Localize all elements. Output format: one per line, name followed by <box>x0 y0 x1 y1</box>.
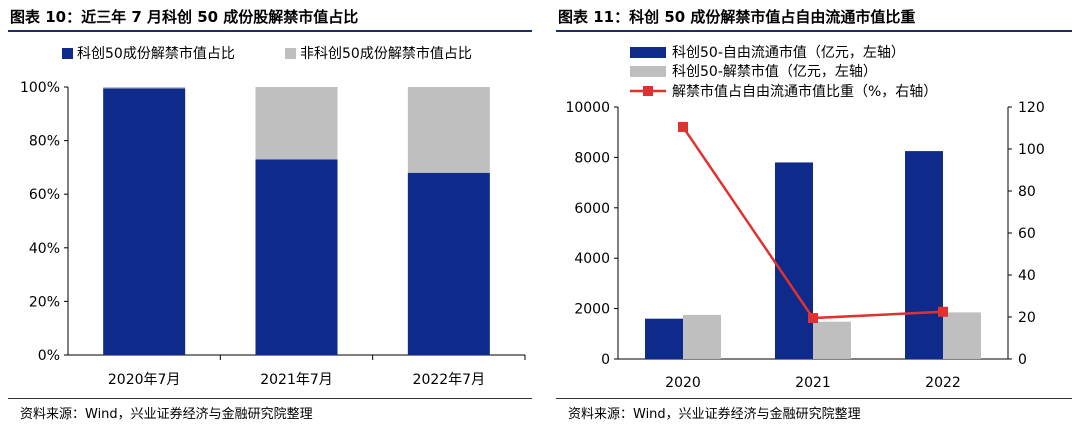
left-legend-swatch <box>62 48 73 59</box>
right-combo-chart: 0 2000 4000 6000 8000 10000 0 20 40 60 80 100 120 202… <box>565 44 1045 391</box>
right-source-rule <box>556 398 1072 399</box>
left-stacked-bar-chart: 0% 20% 40% 60% 80% 100% 2020年7月 2021年7月 2022年7月 科… <box>20 45 526 388</box>
left-chart-panel: 图表 10：近三年 7 月科创 50 成份股解禁市值占比 0% 20% 40% 60%… <box>8 8 532 422</box>
right-bar-free-float-cap <box>775 162 813 359</box>
right-legend-marker-ratio <box>643 86 653 96</box>
left-bar-kechuang50 <box>103 88 186 355</box>
right-line-marker <box>678 121 688 132</box>
right-right-y-tick-label: 40 <box>1018 268 1036 284</box>
right-left-y-tick-label: 6000 <box>574 201 610 217</box>
right-right-y-tick-label: 80 <box>1018 184 1036 200</box>
right-bar-unlock-cap <box>943 312 981 359</box>
right-legend-label: 科创50-自由流通市值（亿元，左轴） <box>672 44 905 61</box>
left-bar-kechuang50 <box>255 159 338 355</box>
right-right-y-tick-label: 0 <box>1018 352 1027 368</box>
right-left-y-tick-label: 4000 <box>574 251 610 267</box>
left-x-tick-label: 2022年7月 <box>413 372 486 388</box>
left-source-note: 资料来源：Wind，兴业证券经济与金融研究院整理 <box>20 407 313 422</box>
left-y-tick-label: 20% <box>29 294 60 310</box>
right-right-y-tick-label: 120 <box>1018 100 1045 116</box>
right-left-y-tick-label: 8000 <box>574 150 610 166</box>
right-bar-unlock-cap <box>683 314 721 359</box>
right-x-tick-label: 2020 <box>665 375 701 391</box>
left-x-tick-label: 2020年7月 <box>108 372 181 388</box>
left-bar-non-kechuang50 <box>255 87 338 160</box>
right-left-y-tick-label: 10000 <box>565 100 610 116</box>
right-bar-free-float-cap <box>645 318 683 359</box>
right-x-tick-label: 2021 <box>795 375 831 391</box>
right-right-y-tick-label: 60 <box>1018 226 1036 242</box>
left-y-tick-label: 80% <box>29 134 60 150</box>
right-left-y-tick-label: 0 <box>601 352 610 368</box>
left-legend-label: 科创50成份解禁市值占比 <box>77 45 235 62</box>
left-y-tick-label: 100% <box>20 80 60 96</box>
left-y-tick-label: 0% <box>38 348 60 364</box>
right-x-tick-label: 2022 <box>925 375 961 391</box>
left-y-tick-label: 60% <box>29 187 60 203</box>
left-bar-non-kechuang50 <box>103 87 186 89</box>
left-legend-label: 非科创50成份解禁市值占比 <box>300 45 472 62</box>
right-legend-swatch-unlock <box>630 66 666 77</box>
left-bar-non-kechuang50 <box>407 87 490 173</box>
right-legend-label: 科创50-解禁市值（亿元，左轴） <box>672 63 877 80</box>
left-legend-swatch <box>285 48 296 59</box>
right-title-rule <box>556 30 1072 32</box>
left-bar-kechuang50 <box>407 172 490 355</box>
left-x-tick-label: 2021年7月 <box>260 372 333 388</box>
left-source-rule <box>8 398 532 399</box>
right-chart-title: 图表 11：科创 50 成份解禁市值占自由流通市值比重 <box>558 8 916 26</box>
left-chart-title: 图表 10：近三年 7 月科创 50 成份股解禁市值占比 <box>10 8 359 26</box>
right-legend-label: 解禁市值占自由流通市值比重（%，右轴） <box>672 83 937 100</box>
left-title-rule <box>8 30 532 32</box>
left-y-tick-label: 40% <box>29 241 60 257</box>
right-right-y-tick-label: 20 <box>1018 310 1036 326</box>
right-right-y-tick-label: 100 <box>1018 142 1045 158</box>
right-line-marker <box>808 313 818 324</box>
right-chart-panel: 图表 11：科创 50 成份解禁市值占自由流通市值比重 0 2000 4000 600… <box>548 0 1080 429</box>
right-source-note: 资料来源：Wind，兴业证券经济与金融研究院整理 <box>568 407 861 422</box>
right-legend-swatch-free-float <box>630 47 666 58</box>
right-bar-unlock-cap <box>813 321 851 359</box>
right-line-marker <box>938 306 948 317</box>
right-left-y-tick-label: 2000 <box>574 302 610 318</box>
right-bar-free-float-cap <box>905 151 943 359</box>
